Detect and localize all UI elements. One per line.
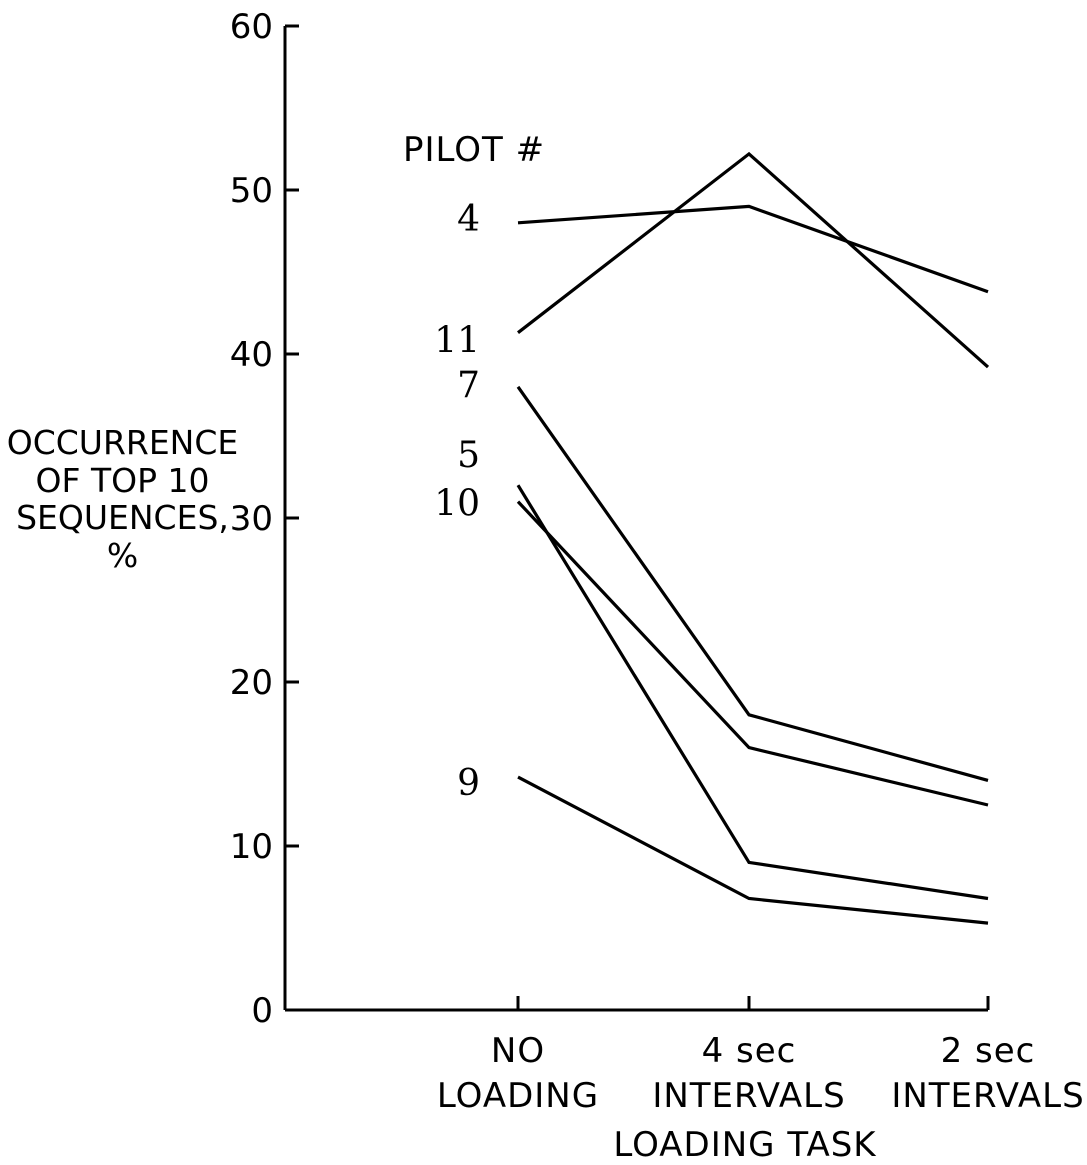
axes: [283, 24, 990, 1012]
y-axis-label-line: %: [106, 535, 139, 575]
x-tick-label: 2 sec: [941, 1031, 1036, 1071]
x-tick-labels: NO LOADING 4 sec INTERVALS 2 sec INTERVALS: [437, 1031, 1084, 1116]
y-axis-label-line: SEQUENCES,: [16, 498, 229, 538]
x-tick-label: LOADING: [437, 1076, 599, 1116]
legend-title: PILOT #: [403, 130, 546, 170]
y-tick-label: 10: [230, 827, 273, 867]
series-label-pilot-9: 9: [457, 763, 480, 804]
series-line-pilot-4: [517, 204, 989, 294]
y-tick-label: 30: [230, 499, 273, 539]
y-tick-label: 40: [230, 335, 273, 375]
series-line-pilot-9: [517, 775, 989, 925]
y-axis-label-line: OF TOP 10: [35, 460, 210, 500]
series-label-pilot-10: 10: [434, 484, 480, 525]
series-line-pilot-11: [517, 151, 990, 369]
series-line-pilot-7: [516, 385, 989, 782]
series-label-pilot-4: 4: [457, 199, 480, 240]
x-tick-label: 4 sec: [702, 1031, 797, 1071]
y-axis-label: OCCURRENCE OF TOP 10 SEQUENCES, %: [0, 424, 245, 574]
y-tick-label: 60: [230, 7, 273, 47]
series-line-pilot-10: [516, 500, 989, 807]
x-tick-label: NO: [491, 1031, 545, 1071]
y-tick-label: 0: [251, 991, 273, 1031]
y-tick-labels: 0 10 20 30 40 50 60: [230, 7, 273, 1031]
y-axis-label-line: OCCURRENCE: [6, 423, 239, 462]
y-tick-label: 50: [230, 171, 273, 211]
series-line-pilot-5: [516, 484, 989, 901]
series-labels: 4 117 5 10 9: [434, 199, 480, 804]
series-label-pilot-7: 7: [457, 365, 480, 406]
x-tick-label: INTERVALS: [891, 1076, 1084, 1116]
y-tick-label: 20: [230, 663, 273, 703]
series-lines: [516, 151, 990, 925]
x-tick-label: INTERVALS: [652, 1076, 845, 1116]
x-axis-label: LOADING TASK: [613, 1125, 877, 1165]
series-label-pilot-5: 5: [457, 435, 480, 476]
series-label-pilot-11: 11: [434, 321, 480, 362]
